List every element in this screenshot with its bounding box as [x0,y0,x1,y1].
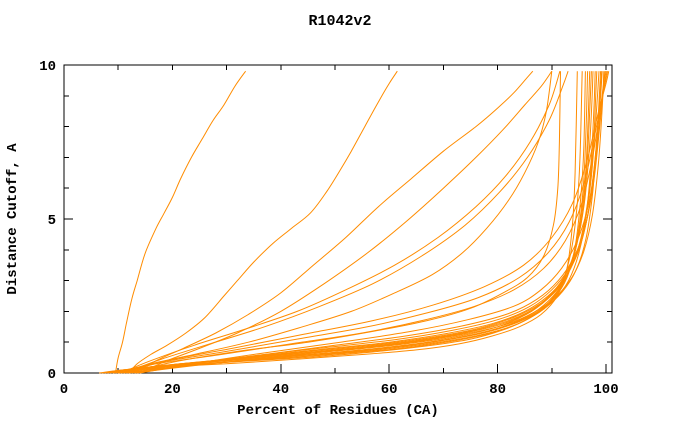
model-curve [112,71,592,374]
model-curve [123,71,569,374]
x-tick-label: 20 [164,382,181,398]
model-curve [107,71,589,374]
y-tick-label: 0 [48,367,56,383]
model-curve [134,71,605,374]
model-curve [115,71,594,374]
y-axis-label: Distance Cutoff, A [5,143,21,295]
x-tick-label: 40 [272,382,289,398]
y-tick-label: 10 [39,59,56,75]
x-tick-label: 60 [381,382,398,398]
model-curve [139,70,553,374]
model-curve [120,71,561,374]
model-curve [110,71,591,374]
model-curve [123,71,610,374]
chart-title: R1042v2 [308,13,371,30]
model-curve [101,71,583,374]
x-axis-label: Percent of Residues (CA) [237,403,439,419]
model-curve [137,71,606,374]
model-curve [104,71,586,374]
model-curve [139,71,606,374]
x-tick-label: 0 [60,382,68,398]
x-tick-label: 100 [593,382,618,398]
model-curve [134,70,534,374]
axes: 0 20 40 60 80 100 0 5 10 [39,59,618,398]
model-curve [118,71,609,374]
x-tick-label: 80 [489,382,506,398]
model-curve [131,71,603,374]
model-curve [118,71,596,374]
y-tick-label: 5 [48,213,56,229]
model-curve [120,71,598,374]
model-curve [112,71,607,374]
model-curves [99,70,610,374]
model-curve [128,70,398,374]
model-curve [118,71,553,374]
model-curve [115,70,247,374]
